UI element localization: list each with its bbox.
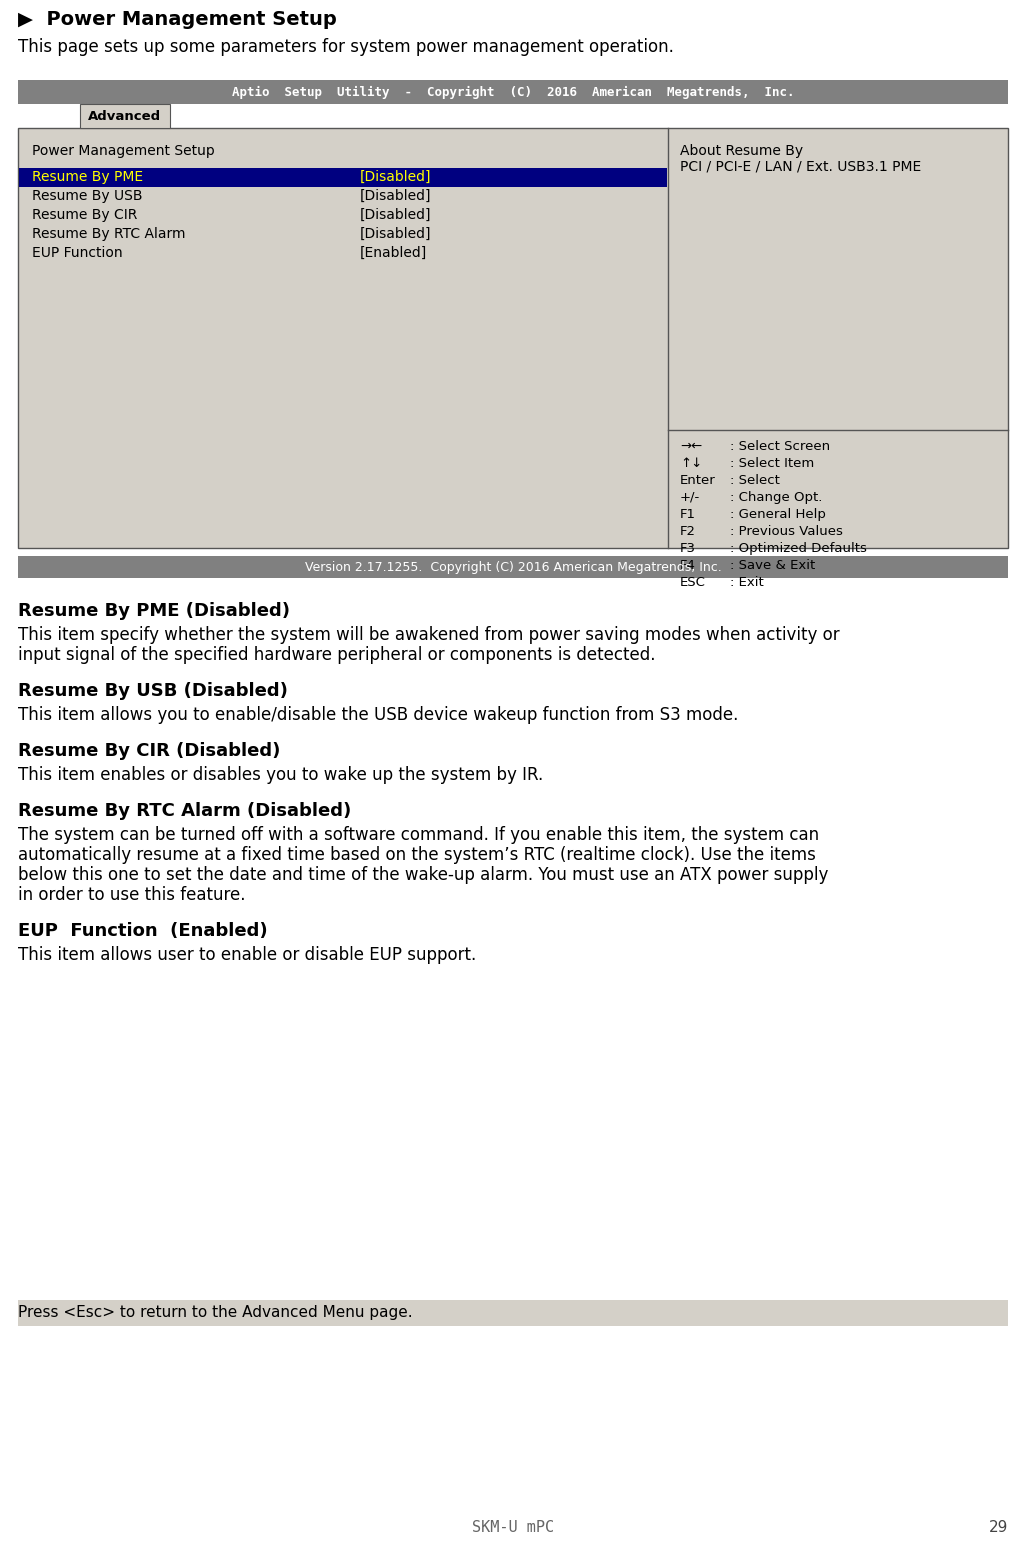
Text: [Disabled]: [Disabled] xyxy=(360,208,432,222)
Text: input signal of the specified hardware peripheral or components is detected.: input signal of the specified hardware p… xyxy=(18,645,656,664)
Text: Resume By CIR: Resume By CIR xyxy=(32,208,137,222)
Text: Resume By RTC Alarm (Disabled): Resume By RTC Alarm (Disabled) xyxy=(18,802,351,819)
Text: Aptio  Setup  Utility  -  Copyright  (C)  2016  American  Megatrends,  Inc.: Aptio Setup Utility - Copyright (C) 2016… xyxy=(232,86,794,98)
Text: This item specify whether the system will be awakened from power saving modes wh: This item specify whether the system wil… xyxy=(18,627,839,644)
Text: : Select Item: : Select Item xyxy=(731,457,815,470)
Text: : Change Opt.: : Change Opt. xyxy=(731,491,823,504)
Text: EUP  Function  (Enabled): EUP Function (Enabled) xyxy=(18,922,268,941)
Text: below this one to set the date and time of the wake-up alarm. You must use an AT: below this one to set the date and time … xyxy=(18,866,828,883)
Text: Press <Esc> to return to the Advanced Menu page.: Press <Esc> to return to the Advanced Me… xyxy=(18,1306,412,1320)
Text: Resume By CIR (Disabled): Resume By CIR (Disabled) xyxy=(18,742,280,760)
Text: ▶  Power Management Setup: ▶ Power Management Setup xyxy=(18,9,337,30)
Text: This item allows you to enable/disable the USB device wakeup function from S3 mo: This item allows you to enable/disable t… xyxy=(18,706,739,725)
Bar xyxy=(18,1300,1008,1326)
Text: +/-: +/- xyxy=(680,491,701,504)
Text: Resume By USB (Disabled): Resume By USB (Disabled) xyxy=(18,683,288,700)
Text: : Select: : Select xyxy=(731,474,780,487)
Bar xyxy=(18,128,1008,547)
Text: This item enables or disables you to wake up the system by IR.: This item enables or disables you to wak… xyxy=(18,767,543,784)
Text: : Previous Values: : Previous Values xyxy=(731,526,843,538)
Text: Enter: Enter xyxy=(680,474,716,487)
Bar xyxy=(80,104,170,128)
Text: Resume By RTC Alarm: Resume By RTC Alarm xyxy=(32,227,186,241)
Text: →←: →← xyxy=(680,440,702,453)
Text: [Enabled]: [Enabled] xyxy=(360,246,427,260)
Text: [Disabled]: [Disabled] xyxy=(360,169,432,183)
Text: Version 2.17.1255.  Copyright (C) 2016 American Megatrends, Inc.: Version 2.17.1255. Copyright (C) 2016 Am… xyxy=(305,560,721,574)
Text: : General Help: : General Help xyxy=(731,508,826,521)
Text: ↑↓: ↑↓ xyxy=(680,457,702,470)
Text: automatically resume at a fixed time based on the system’s RTC (realtime clock).: automatically resume at a fixed time bas… xyxy=(18,846,816,865)
Text: F4: F4 xyxy=(680,558,696,572)
Text: [Disabled]: [Disabled] xyxy=(360,227,432,241)
Text: Resume By USB: Resume By USB xyxy=(32,190,143,204)
Text: About Resume By: About Resume By xyxy=(680,145,803,159)
Bar xyxy=(19,168,667,187)
Text: 29: 29 xyxy=(989,1519,1008,1535)
Bar xyxy=(18,557,1008,578)
Text: PCI / PCI-E / LAN / Ext. USB3.1 PME: PCI / PCI-E / LAN / Ext. USB3.1 PME xyxy=(680,160,921,174)
Text: : Save & Exit: : Save & Exit xyxy=(731,558,816,572)
Bar xyxy=(18,79,1008,104)
Text: Resume By PME (Disabled): Resume By PME (Disabled) xyxy=(18,602,290,620)
Text: : Optimized Defaults: : Optimized Defaults xyxy=(731,543,867,555)
Text: : Select Screen: : Select Screen xyxy=(731,440,830,453)
Text: SKM-U mPC: SKM-U mPC xyxy=(472,1519,554,1535)
Text: Advanced: Advanced xyxy=(88,109,161,123)
Text: F2: F2 xyxy=(680,526,696,538)
Text: ESC: ESC xyxy=(680,575,706,589)
Text: in order to use this feature.: in order to use this feature. xyxy=(18,886,245,903)
Text: : Exit: : Exit xyxy=(731,575,763,589)
Text: Resume By PME: Resume By PME xyxy=(32,169,143,183)
Text: This page sets up some parameters for system power management operation.: This page sets up some parameters for sy… xyxy=(18,37,674,56)
Text: The system can be turned off with a software command. If you enable this item, t: The system can be turned off with a soft… xyxy=(18,826,819,844)
Text: Power Management Setup: Power Management Setup xyxy=(32,145,214,159)
Text: This item allows user to enable or disable EUP support.: This item allows user to enable or disab… xyxy=(18,945,476,964)
Text: F1: F1 xyxy=(680,508,696,521)
Text: EUP Function: EUP Function xyxy=(32,246,123,260)
Text: F3: F3 xyxy=(680,543,696,555)
Text: [Disabled]: [Disabled] xyxy=(360,190,432,204)
